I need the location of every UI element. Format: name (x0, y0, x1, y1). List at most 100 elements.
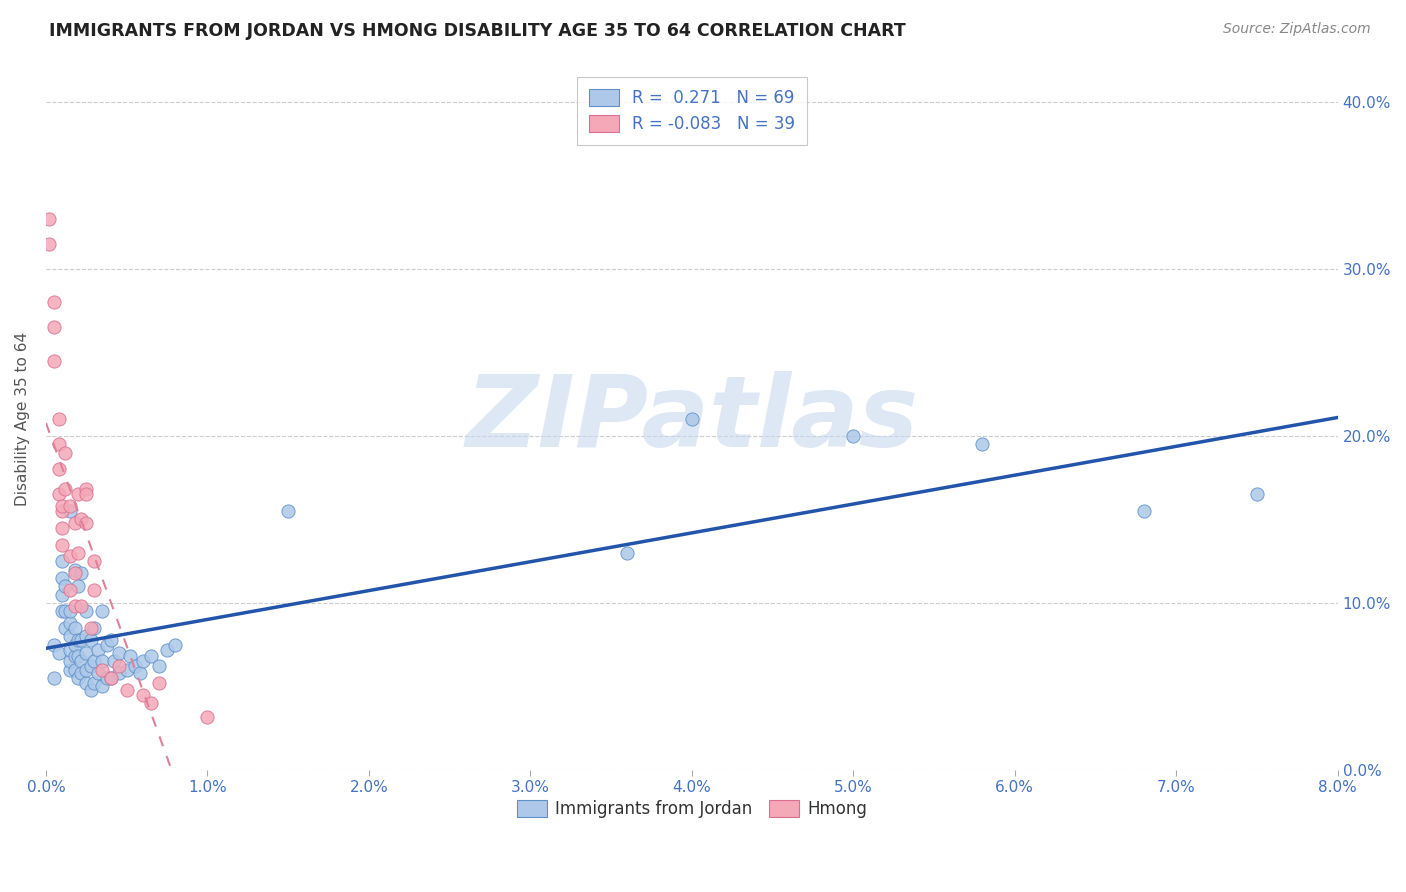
Point (67, 632, 90, 647)
Point (100, 671, 122, 685)
Point (53, 604, 76, 618)
Point (139, 649, 162, 664)
Point (59, 582, 82, 597)
Point (842, 429, 865, 443)
Point (48, 462, 70, 476)
Point (59, 642, 82, 657)
Point (197, 709, 219, 723)
Point (63, 638, 86, 652)
Point (63, 599, 86, 614)
Point (63, 566, 86, 580)
Point (59, 663, 82, 677)
Point (91, 680, 114, 694)
Point (63, 563, 86, 577)
Point (96, 671, 118, 685)
Point (48, 412, 70, 426)
Point (42, 353, 65, 368)
Point (148, 659, 170, 673)
Point (63, 663, 86, 677)
Point (96, 638, 118, 652)
Text: IMMIGRANTS FROM JORDAN VS HMONG DISABILITY AGE 35 TO 64 CORRELATION CHART: IMMIGRANTS FROM JORDAN VS HMONG DISABILI… (49, 22, 905, 40)
Point (132, 655, 155, 669)
Point (83, 621, 105, 635)
Point (51, 521, 73, 535)
Point (59, 615, 82, 630)
Point (165, 638, 187, 652)
Point (107, 659, 129, 673)
Point (83, 554, 105, 568)
Text: Source: ZipAtlas.com: Source: ZipAtlas.com (1223, 22, 1371, 37)
Point (51, 504, 73, 518)
Point (51, 604, 73, 618)
Point (59, 629, 82, 643)
Point (80, 682, 103, 697)
Point (48, 487, 70, 501)
Point (51, 537, 73, 551)
Point (51, 499, 73, 513)
Point (1133, 504, 1156, 518)
Point (42, 295, 65, 310)
Point (53, 621, 76, 635)
Point (75, 604, 97, 618)
Point (59, 549, 82, 564)
Point (42, 638, 65, 652)
Point (70, 599, 93, 614)
Point (83, 655, 105, 669)
Point (616, 546, 638, 560)
Point (75, 483, 97, 497)
Point (53, 483, 76, 497)
Point (277, 504, 299, 518)
Point (63, 621, 86, 635)
Point (42, 671, 65, 685)
Point (70, 512, 93, 526)
Point (70, 632, 93, 647)
Point (51, 588, 73, 602)
Point (75, 646, 97, 660)
Legend: Immigrants from Jordan, Hmong: Immigrants from Jordan, Hmong (510, 793, 873, 825)
Point (67, 487, 90, 501)
Point (91, 655, 114, 669)
Point (86, 642, 108, 657)
Point (59, 499, 82, 513)
Point (53, 579, 76, 593)
Point (70, 666, 93, 681)
Point (67, 546, 90, 560)
Point (100, 632, 122, 647)
Point (70, 566, 93, 580)
Point (75, 629, 97, 643)
Point (128, 666, 150, 681)
Point (70, 655, 93, 669)
Y-axis label: Disability Age 35 to 64: Disability Age 35 to 64 (15, 332, 30, 507)
Point (48, 437, 70, 451)
Point (51, 554, 73, 568)
Point (51, 571, 73, 585)
Point (53, 445, 76, 459)
Point (1246, 487, 1268, 501)
Point (107, 646, 129, 660)
Point (132, 688, 155, 702)
Point (83, 582, 105, 597)
Point (107, 666, 129, 681)
Point (48, 646, 70, 660)
Point (80, 659, 103, 673)
Point (63, 516, 86, 530)
Text: ZIPatlas: ZIPatlas (465, 371, 918, 467)
Point (91, 663, 114, 677)
Point (59, 604, 82, 618)
Point (38, 211, 60, 226)
Point (75, 663, 97, 677)
Point (59, 504, 82, 518)
Point (124, 659, 146, 673)
Point (83, 676, 105, 690)
Point (75, 676, 97, 690)
Point (115, 663, 138, 677)
Point (139, 696, 162, 710)
Point (80, 621, 103, 635)
Point (103, 655, 125, 669)
Point (67, 649, 90, 664)
Point (59, 655, 82, 669)
Point (115, 682, 138, 697)
Point (148, 676, 170, 690)
Point (63, 649, 86, 664)
Point (86, 666, 108, 681)
